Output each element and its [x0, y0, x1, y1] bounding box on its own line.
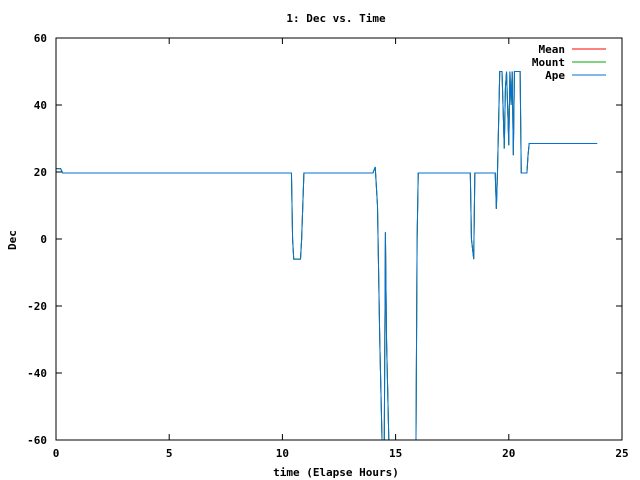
series-line-ape — [56, 71, 598, 441]
x-tick-label: 15 — [389, 447, 402, 460]
y-tick-label: 0 — [40, 233, 47, 246]
x-tick-label: 10 — [276, 447, 289, 460]
x-tick-label: 5 — [166, 447, 173, 460]
y-tick-label: 20 — [34, 166, 47, 179]
series-line-mean — [56, 71, 598, 441]
plot-frame — [55, 37, 623, 441]
y-axis-label: Dec — [6, 230, 19, 250]
legend-label-mean: Mean — [539, 43, 566, 56]
series-lines — [56, 71, 598, 441]
legend-label-mount: Mount — [532, 56, 565, 69]
x-tick-label: 0 — [53, 447, 60, 460]
chart-title: 1: Dec vs. Time — [286, 12, 386, 25]
y-tick-label: -20 — [27, 300, 47, 313]
y-tick-label: 60 — [34, 32, 47, 45]
x-axis-label: time (Elapse Hours) — [273, 466, 399, 479]
x-tick-label: 25 — [615, 447, 628, 460]
legend-label-ape: Ape — [545, 69, 565, 82]
series-line-mount — [56, 71, 598, 441]
y-tick-label: -40 — [27, 367, 47, 380]
y-tick-label: -60 — [27, 434, 47, 447]
y-tick-label: 40 — [34, 99, 47, 112]
axis-ticks: 0 5 10 15 20 25 -60 -40 -20 0 20 40 60 — [27, 32, 629, 460]
x-tick-label: 20 — [502, 447, 515, 460]
